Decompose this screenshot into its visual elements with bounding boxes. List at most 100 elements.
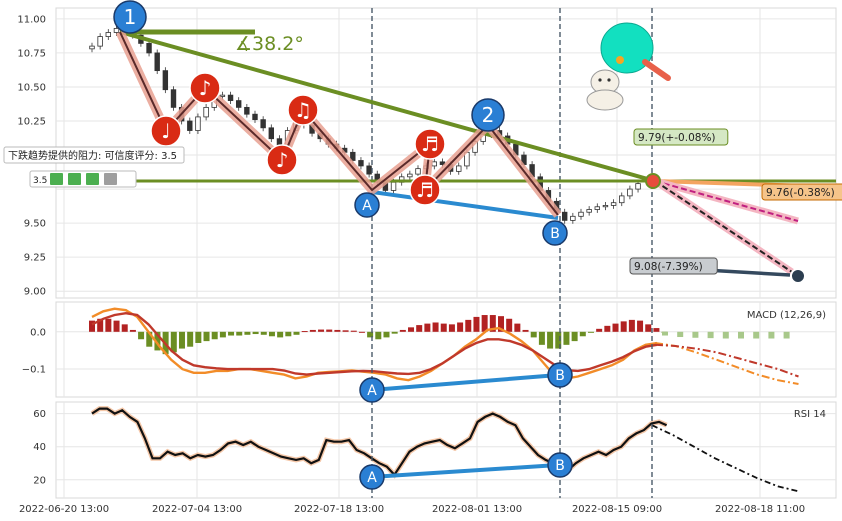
candle-body (187, 120, 193, 131)
macd-hist-bar (416, 325, 423, 332)
macd-hist-bar (408, 327, 415, 332)
macd-hist-bar (342, 330, 349, 332)
candle-body (203, 106, 209, 118)
macd-hist-bar (146, 331, 153, 347)
macd-hist-bar (358, 331, 365, 333)
rsi-title: RSI 14 (794, 409, 826, 420)
candle-body (358, 160, 364, 167)
macd-hist-bar (481, 315, 488, 332)
candle-body (570, 215, 576, 221)
price-y-tick: 9.25 (24, 253, 46, 264)
forecast-arrow-2 (654, 180, 799, 222)
rsi-y-tick: 20 (33, 475, 46, 486)
forecast-label-box (629, 257, 718, 275)
macd-hist-bar (498, 316, 504, 332)
note-marker-glyph: ♪ (276, 148, 289, 172)
candle-body (97, 36, 103, 47)
rsi-y-tick: 60 (33, 409, 46, 420)
overlay-layer: ♩ ♪ ♪ ♫ ♬ ♬ 1 A 2 B A B A B ∡38.2° 下跌趋势提供的阻力: 可信度评分: 3.… (3, 0, 842, 498)
resistance-label-box (3, 146, 185, 164)
macd-hist-bar (129, 329, 136, 332)
macd-hist-bar (465, 319, 472, 332)
indicator-pivot-label: B (555, 458, 565, 474)
rsi-panel-frame (55, 401, 837, 499)
macd-hist-bar (391, 331, 398, 334)
pivot-circle (113, 0, 147, 34)
macd-hist-bar (334, 329, 341, 332)
dog-eye-icon (598, 78, 602, 82)
candle-body (252, 113, 258, 121)
dog-body-icon (586, 89, 624, 111)
x-tick-label: 2022-08-01 13:00 (432, 504, 522, 515)
candle-body (619, 195, 625, 204)
macd-hist-bar (350, 330, 357, 332)
macd-hist-bar (367, 331, 374, 338)
rsi-forecast-line (651, 424, 800, 493)
note-marker-circle (150, 115, 182, 147)
pivot-ab-line (371, 190, 559, 220)
macd-y-tick: 0.0 (30, 327, 46, 338)
macd-hist-bar (637, 320, 644, 332)
rsi-y-tick: 40 (33, 442, 46, 453)
macd-hist-bar (645, 324, 652, 332)
macd-hist-bar (473, 316, 480, 332)
macd-hist-bar (530, 331, 537, 338)
score-icon (50, 173, 63, 185)
macd-hist-bar (707, 331, 714, 339)
note-marker-circle (266, 144, 298, 176)
candle-body (154, 52, 160, 72)
x-tick-label: 2022-08-18 11:00 (715, 504, 805, 515)
candle-body (195, 116, 201, 131)
note-marker-glyph: ♪ (199, 76, 212, 100)
macd-hist-bar (448, 324, 455, 332)
candle-body (602, 205, 609, 208)
note-marker-glyph: ♬ (416, 178, 434, 202)
indicator-pivot-label: A (367, 470, 377, 486)
forecast-label: 9.76(-0.38%) (766, 187, 835, 199)
candle-body (586, 209, 592, 213)
macd-hist-bar (252, 331, 259, 335)
macd-hist-bar (138, 331, 145, 340)
candle-body (578, 211, 584, 217)
candle-body (219, 94, 226, 97)
candle-body (390, 181, 397, 191)
candle-body (146, 42, 152, 54)
macd-hist-bar (113, 320, 120, 332)
macd-hist-bar (285, 331, 292, 337)
macd-hist-bar (692, 331, 699, 338)
score-icon (68, 173, 81, 185)
macd-hist-bar (244, 331, 251, 335)
macd-hist-bar (154, 331, 161, 351)
macd-hist-bar (628, 319, 635, 332)
pivot-label: B (550, 226, 560, 242)
candle-body (610, 202, 617, 206)
pivot-label: A (362, 198, 372, 214)
forecast-arrow-3 (654, 180, 799, 277)
candle-body (415, 168, 421, 175)
macd-hist-bar (424, 323, 431, 332)
score-value: 3.5 (33, 176, 47, 186)
macd-hist-bar (555, 331, 562, 349)
candle-body (366, 165, 372, 175)
indicator-pivot-label: B (555, 368, 565, 384)
score-icon (86, 173, 99, 185)
candle-body (456, 165, 462, 172)
zigzag-line (119, 31, 559, 216)
price-y-tick: 9.00 (24, 287, 46, 298)
macd-hist-bar (653, 328, 660, 332)
macd-hist-bar (612, 323, 619, 332)
label-layer: 2022-06-20 13:00 2022-07-04 13:00 2022-07-… (17, 14, 805, 515)
current-price-dot (645, 173, 661, 189)
macd-hist-bar (228, 331, 235, 336)
pivot-circle (471, 98, 505, 132)
macd-hist-bar (211, 331, 218, 340)
macd-title: MACD (12,26,9) (747, 310, 826, 321)
macd-hist-bar (318, 329, 325, 332)
note-marker-circle (287, 94, 319, 126)
macd-hist-bar (522, 329, 529, 332)
forecast-arrow-4 (704, 268, 791, 277)
forecast-label: 9.79(+-0.08%) (638, 132, 716, 144)
angle-label: ∡38.2° (235, 33, 304, 55)
macd-hist-bar (432, 322, 439, 332)
